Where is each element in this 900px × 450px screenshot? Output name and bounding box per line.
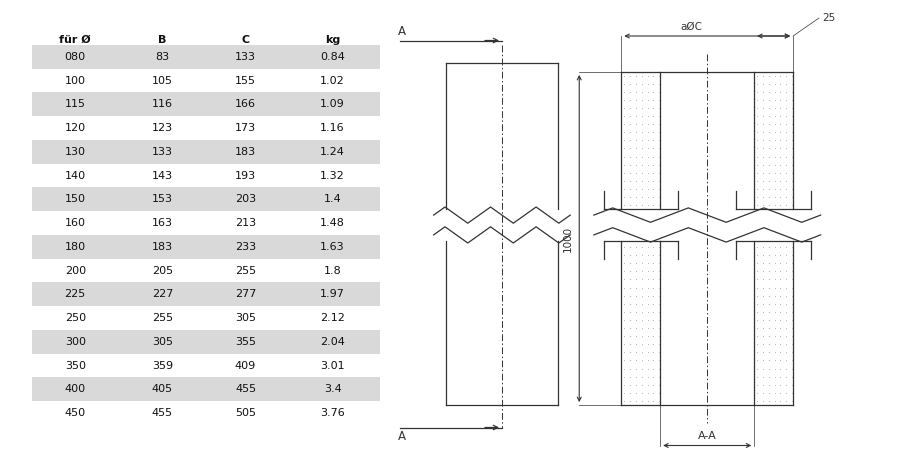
- Text: 100: 100: [65, 76, 86, 86]
- Text: 116: 116: [152, 99, 173, 109]
- Text: 350: 350: [65, 360, 86, 370]
- Text: 277: 277: [235, 289, 256, 299]
- Text: 25: 25: [823, 13, 835, 23]
- Text: 3.76: 3.76: [320, 408, 345, 418]
- Text: A: A: [398, 25, 406, 38]
- Text: 133: 133: [235, 52, 256, 62]
- Text: 1.8: 1.8: [324, 266, 341, 275]
- Text: für Ø: für Ø: [59, 35, 91, 45]
- Text: 225: 225: [65, 289, 86, 299]
- Text: 450: 450: [65, 408, 86, 418]
- Text: 359: 359: [152, 360, 173, 370]
- Text: 83: 83: [156, 52, 169, 62]
- Text: 1.02: 1.02: [320, 76, 345, 86]
- Text: 2.04: 2.04: [320, 337, 345, 347]
- Text: 1.63: 1.63: [320, 242, 345, 252]
- Text: 173: 173: [235, 123, 256, 133]
- Text: 193: 193: [235, 171, 256, 180]
- Text: 227: 227: [152, 289, 173, 299]
- Text: 1.32: 1.32: [320, 171, 345, 180]
- Text: 0.84: 0.84: [320, 52, 345, 62]
- Text: 1.97: 1.97: [320, 289, 345, 299]
- Text: 250: 250: [65, 313, 86, 323]
- Text: aØC: aØC: [680, 22, 702, 32]
- Text: 143: 143: [152, 171, 173, 180]
- Text: 1000: 1000: [562, 225, 572, 252]
- Bar: [32, 378, 380, 401]
- Text: 155: 155: [235, 76, 256, 86]
- Text: kg: kg: [325, 35, 340, 45]
- Text: C: C: [241, 35, 249, 45]
- Text: 255: 255: [152, 313, 173, 323]
- Text: 140: 140: [65, 171, 86, 180]
- Text: 203: 203: [235, 194, 256, 204]
- Text: 1.09: 1.09: [320, 99, 345, 109]
- Text: 233: 233: [235, 242, 256, 252]
- Text: 105: 105: [152, 76, 173, 86]
- Text: 163: 163: [152, 218, 173, 228]
- Text: 166: 166: [235, 99, 256, 109]
- Text: 405: 405: [152, 384, 173, 394]
- Text: 1.4: 1.4: [324, 194, 341, 204]
- Bar: [32, 330, 380, 354]
- Text: 255: 255: [235, 266, 256, 275]
- Bar: [32, 45, 380, 69]
- Text: 213: 213: [235, 218, 256, 228]
- Text: 3.01: 3.01: [320, 360, 345, 370]
- Text: 120: 120: [65, 123, 86, 133]
- Text: 123: 123: [152, 123, 173, 133]
- Text: 200: 200: [65, 266, 86, 275]
- Text: 1.16: 1.16: [320, 123, 345, 133]
- Text: 409: 409: [235, 360, 256, 370]
- Text: 305: 305: [235, 313, 256, 323]
- Text: 183: 183: [235, 147, 256, 157]
- Text: 300: 300: [65, 337, 86, 347]
- Text: 180: 180: [65, 242, 86, 252]
- Text: 183: 183: [152, 242, 173, 252]
- Text: 153: 153: [152, 194, 173, 204]
- Text: 455: 455: [235, 384, 256, 394]
- Text: 355: 355: [235, 337, 256, 347]
- Text: 455: 455: [152, 408, 173, 418]
- Text: 2.12: 2.12: [320, 313, 345, 323]
- Bar: [32, 235, 380, 259]
- Text: 305: 305: [152, 337, 173, 347]
- Text: 130: 130: [65, 147, 86, 157]
- Text: B: B: [158, 35, 166, 45]
- Bar: [32, 188, 380, 211]
- Text: 1.48: 1.48: [320, 218, 345, 228]
- Bar: [32, 283, 380, 306]
- Text: 205: 205: [152, 266, 173, 275]
- Text: 080: 080: [65, 52, 86, 62]
- Text: 115: 115: [65, 99, 86, 109]
- Text: 400: 400: [65, 384, 86, 394]
- Text: A: A: [398, 430, 406, 443]
- Text: 133: 133: [152, 147, 173, 157]
- Text: 150: 150: [65, 194, 86, 204]
- Bar: [32, 140, 380, 164]
- Text: 1.24: 1.24: [320, 147, 345, 157]
- Text: A-A: A-A: [698, 431, 716, 441]
- Bar: [32, 93, 380, 116]
- Text: 3.4: 3.4: [324, 384, 341, 394]
- Text: 160: 160: [65, 218, 86, 228]
- Text: 505: 505: [235, 408, 256, 418]
